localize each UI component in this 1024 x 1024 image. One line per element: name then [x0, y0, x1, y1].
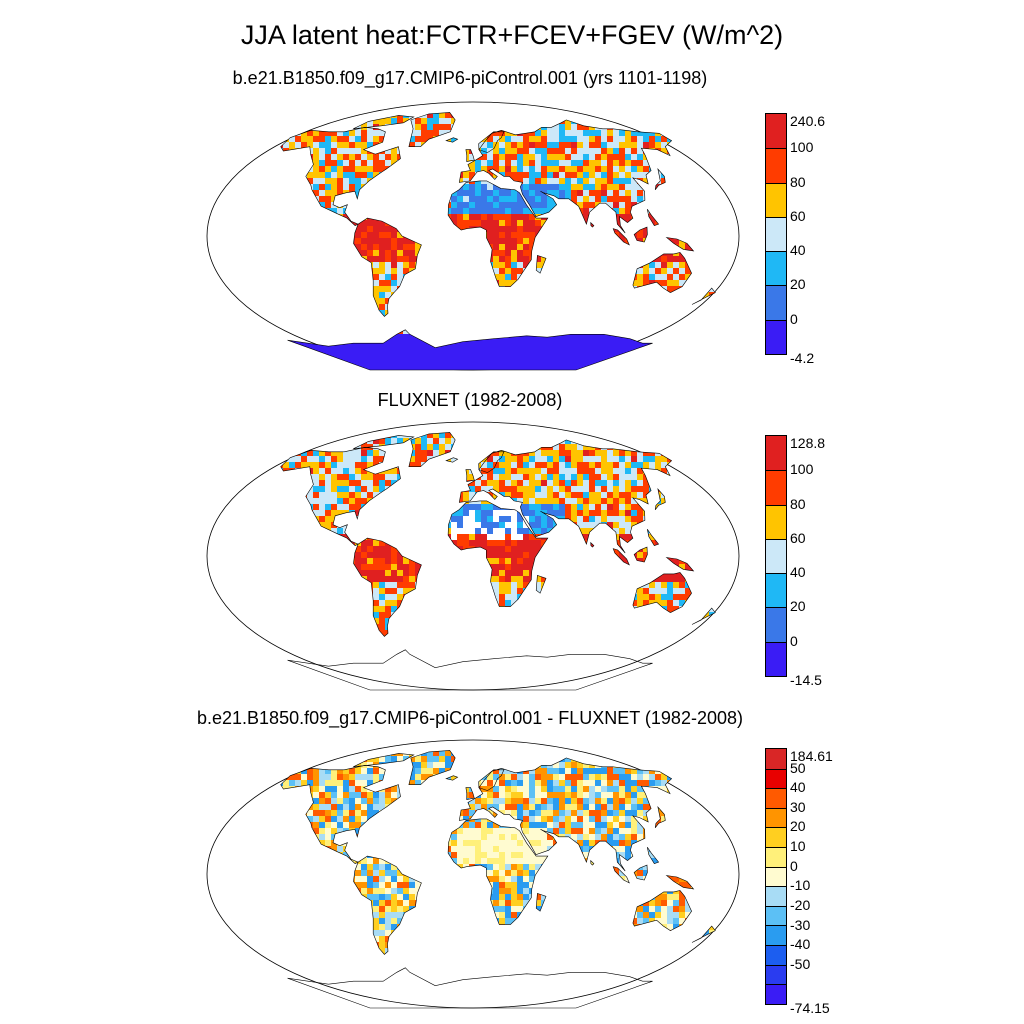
- colorbar-segment: [766, 504, 786, 539]
- colorbar-segment: [766, 319, 786, 354]
- colorbar-segment: [766, 925, 786, 946]
- colorbar-label: -40: [790, 936, 811, 953]
- colorbar-segment: [766, 182, 786, 217]
- colorbar-label: 50: [790, 759, 806, 776]
- colorbar-label: 100: [790, 139, 814, 156]
- colorbar-label: 100: [790, 461, 814, 478]
- map-obs: [206, 421, 740, 691]
- colorbar-label: 20: [790, 598, 806, 615]
- colorbar-segment: [766, 984, 786, 1004]
- colorbar-model: [765, 113, 787, 355]
- coastlines: [280, 750, 716, 1009]
- colorbar-label: 0: [790, 632, 798, 649]
- colorbar-segment: [766, 216, 786, 252]
- figure-title: JJA latent heat:FCTR+FCEV+FGEV (W/m^2): [240, 20, 784, 50]
- panel-title-diff: b.e21.B1850.f09_g17.CMIP6-piControl.001 …: [197, 708, 743, 728]
- colorbar-label: -14.5: [790, 672, 822, 688]
- map-diff: [206, 739, 740, 1009]
- panel-title-model: b.e21.B1850.f09_g17.CMIP6-piControl.001 …: [232, 68, 708, 88]
- colorbar-label: -4.2: [790, 350, 815, 366]
- colorbar-label: -20: [790, 896, 811, 913]
- colorbar-diff: [765, 748, 787, 1005]
- colorbar-segment: [766, 945, 786, 965]
- colorbar-segment: [766, 807, 786, 828]
- colorbar-segment: [766, 538, 786, 574]
- colorbar-label: -30: [790, 916, 811, 933]
- colorbar-segment: [766, 573, 786, 608]
- colorbar-label: 20: [790, 818, 806, 835]
- colorbar-label: -10: [790, 877, 811, 894]
- colorbar-obs: [765, 435, 787, 677]
- colorbar-segment: [766, 114, 786, 149]
- colorbar-segment: [766, 964, 786, 985]
- coastlines: [280, 432, 716, 691]
- colorbar-segment: [766, 251, 786, 286]
- colorbar-label: 80: [790, 495, 806, 512]
- colorbar-label: 30: [790, 798, 806, 815]
- colorbar-label: 0: [790, 310, 798, 327]
- colorbar-segment: [766, 886, 786, 906]
- colorbar-segment: [766, 285, 786, 320]
- colorbar-label: 60: [790, 207, 806, 224]
- colorbar-segment: [766, 788, 786, 808]
- colorbar-label: 0: [790, 857, 798, 874]
- colorbar-segment: [766, 827, 786, 848]
- colorbar-segment: [766, 768, 786, 789]
- colorbar-label: 20: [790, 276, 806, 293]
- colorbar-label: 10: [790, 838, 806, 855]
- colorbar-segment: [766, 866, 786, 887]
- colorbar-label: 128.8: [790, 435, 826, 451]
- colorbar-segment: [766, 641, 786, 676]
- colorbar-segment: [766, 749, 786, 769]
- panel-title-obs: FLUXNET (1982-2008): [377, 390, 563, 410]
- colorbar-label: 40: [790, 779, 806, 796]
- colorbar-segment: [766, 148, 786, 183]
- colorbar-label: 40: [790, 242, 806, 259]
- colorbar-label: -50: [790, 955, 811, 972]
- coastlines: [280, 112, 716, 371]
- colorbar-segment: [766, 905, 786, 926]
- colorbar-label: 80: [790, 173, 806, 190]
- colorbar-segment: [766, 436, 786, 471]
- colorbar-segment: [766, 470, 786, 505]
- colorbar-segment: [766, 607, 786, 642]
- colorbar-label: 60: [790, 529, 806, 546]
- colorbar-label: -74.15: [790, 1000, 830, 1016]
- colorbar-label: 240.6: [790, 113, 826, 129]
- colorbar-label: 184.61: [790, 748, 833, 764]
- colorbar-segment: [766, 847, 786, 867]
- colorbar-label: 40: [790, 564, 806, 581]
- map-model: [206, 101, 740, 371]
